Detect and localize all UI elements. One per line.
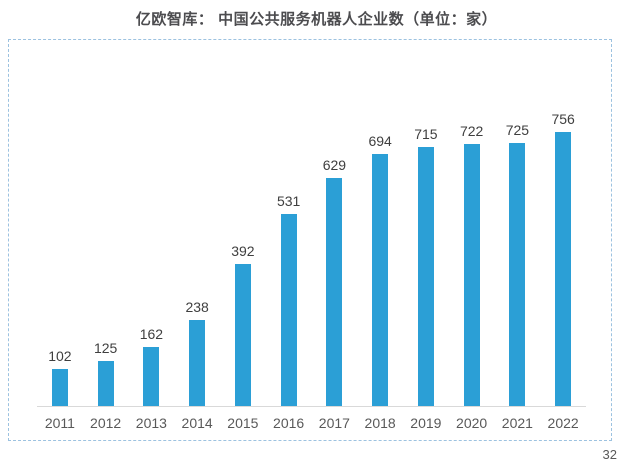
x-axis-tick-label: 2020 [456, 415, 488, 431]
plot-area: 102 125 162 238 392 531 629 694 715 722 725 756 [37, 40, 586, 407]
bar-value-label: 102 [48, 348, 72, 364]
x-axis-tick-label: 2011 [44, 415, 75, 431]
bar-value-label: 238 [185, 299, 209, 315]
bar-value-label: 722 [459, 123, 484, 139]
bar-column: 722 [449, 124, 495, 406]
bar-value-label: 756 [551, 111, 575, 127]
bar [326, 178, 343, 406]
bar-column: 725 [495, 123, 541, 406]
chart-title: 亿欧智库： 中国公共服务机器人企业数（单位：家） [135, 11, 498, 28]
bar-value-label: 531 [276, 193, 301, 209]
bar [143, 347, 160, 406]
bar-column: 238 [174, 300, 220, 406]
bar-value-label: 392 [231, 243, 255, 259]
bar [555, 132, 572, 406]
bar-value-label: 725 [505, 122, 530, 138]
x-axis-tick-label: 2015 [227, 415, 259, 431]
bar-column: 694 [357, 134, 403, 406]
bar-column: 715 [403, 127, 449, 406]
bar [463, 144, 480, 406]
x-axis-tick-label: 2017 [318, 415, 350, 431]
bar [189, 320, 206, 406]
bar-column: 392 [220, 244, 266, 406]
x-axis-tick-label: 2016 [273, 415, 305, 431]
bar [509, 143, 526, 406]
bar-value-label: 715 [414, 126, 438, 142]
x-axis-tick-label: 2021 [501, 415, 533, 431]
bar [372, 154, 389, 406]
bar-value-label: 629 [322, 157, 347, 173]
bar-column: 125 [83, 341, 129, 406]
bar-column: 162 [129, 327, 175, 406]
bar [280, 214, 297, 406]
bar [417, 147, 434, 406]
bar [51, 369, 68, 406]
bar-column: 531 [266, 194, 312, 406]
bar-value-label: 125 [93, 340, 118, 356]
bar [97, 361, 114, 406]
x-axis-tick-label: 2019 [410, 415, 442, 431]
page-number: 32 [602, 447, 617, 462]
bar-column: 756 [540, 112, 586, 406]
bar [234, 264, 251, 406]
bar-column: 102 [37, 349, 83, 406]
bar-value-label: 694 [368, 133, 392, 149]
bar-column: 629 [312, 158, 358, 406]
chart-frame: 102 125 162 238 392 531 629 694 715 722 725 756 201… [8, 39, 612, 441]
x-axis-labels: 2011 2012 2013 2014 2015 2016 2017 2018 2019 2020… [37, 407, 586, 439]
x-axis-tick-label: 2014 [181, 415, 213, 431]
x-axis-tick-label: 2012 [90, 415, 122, 431]
bar-value-label: 162 [139, 326, 164, 342]
x-axis-tick-label: 2022 [547, 415, 579, 431]
x-axis-tick-label: 2018 [364, 415, 396, 431]
x-axis-tick-label: 2013 [135, 415, 167, 431]
